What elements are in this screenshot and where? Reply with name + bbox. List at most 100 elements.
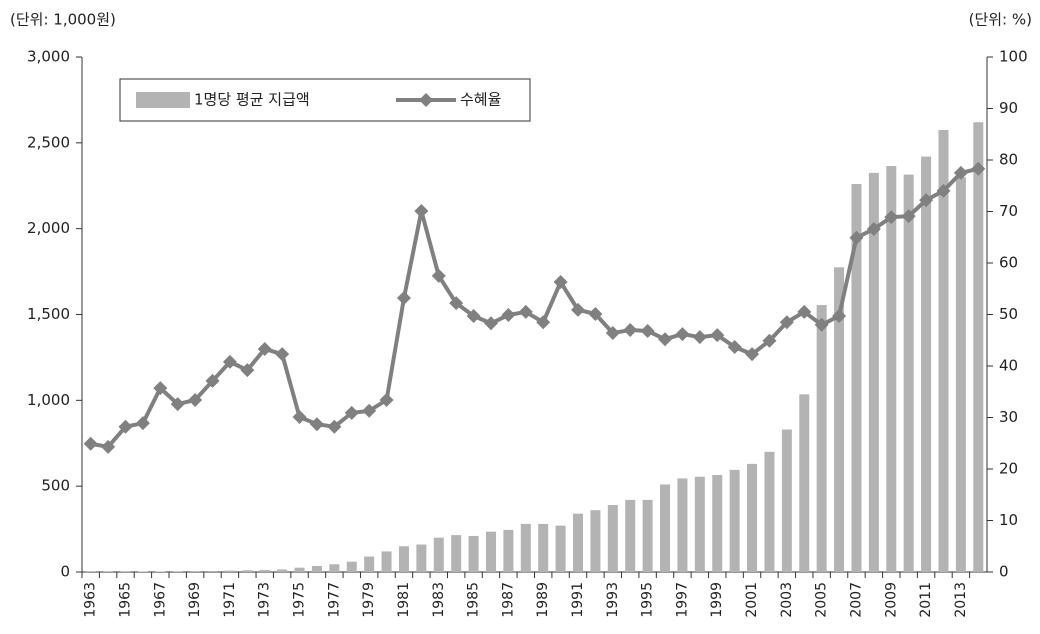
bar: [590, 510, 601, 572]
line-marker: [501, 308, 516, 323]
line-marker: [396, 291, 411, 306]
right-axis-unit: (단위: %): [969, 11, 1032, 29]
x-tick-label: 2005: [814, 582, 830, 618]
bar: [625, 499, 636, 572]
bar: [729, 469, 740, 572]
x-tick-label: 2011: [918, 582, 934, 618]
x-tick-label: 1967: [152, 582, 168, 618]
line-marker: [971, 161, 986, 176]
y2-tick-label: 0: [999, 563, 1009, 581]
bar: [781, 429, 792, 572]
line-marker: [884, 210, 899, 225]
x-tick-label: 1983: [431, 582, 447, 618]
bar: [573, 513, 584, 572]
line-marker: [483, 316, 498, 331]
line-marker: [449, 296, 464, 311]
bar: [799, 394, 810, 572]
x-tick-label: 1969: [187, 582, 203, 618]
y2-tick-label: 50: [999, 305, 1018, 323]
x-tick-label: 1985: [466, 582, 482, 618]
bar: [503, 529, 514, 572]
line-marker: [675, 327, 690, 342]
bar: [555, 525, 566, 572]
bar: [520, 523, 531, 572]
line-marker: [292, 409, 307, 424]
bar: [886, 166, 897, 572]
line-marker: [362, 403, 377, 418]
y2-tick-label: 100: [999, 48, 1028, 66]
x-tick-label: 1999: [709, 582, 725, 618]
line-marker: [101, 439, 116, 454]
bar: [660, 484, 671, 572]
bar: [468, 535, 479, 572]
bar: [277, 569, 288, 572]
line-marker: [727, 339, 742, 354]
bar: [137, 571, 148, 572]
bar: [451, 535, 462, 572]
y2-tick-label: 20: [999, 460, 1018, 478]
bar: [747, 463, 758, 572]
line-marker: [553, 275, 568, 290]
bar: [694, 476, 705, 572]
bar: [903, 174, 914, 572]
bar: [607, 505, 618, 572]
bar: [938, 129, 949, 573]
x-tick-label: 1971: [222, 582, 238, 618]
x-tick-label: 1993: [605, 582, 621, 618]
line-marker: [623, 322, 638, 337]
bar: [764, 451, 775, 572]
line-marker: [222, 354, 237, 369]
left-axis-unit: (단위: 1,000원): [10, 11, 116, 29]
x-tick-label: 1997: [674, 582, 690, 618]
line-marker: [118, 419, 133, 434]
bar: [433, 537, 444, 572]
line-marker: [83, 436, 98, 451]
line-marker: [205, 373, 220, 388]
bar: [242, 570, 253, 572]
legend-box: [119, 78, 531, 122]
line-marker: [936, 183, 951, 198]
y-tick-label: 0: [60, 563, 70, 581]
y2-tick-label: 70: [999, 202, 1018, 220]
x-tick-label: 2013: [953, 582, 969, 618]
line-marker: [240, 363, 255, 378]
x-tick-label: 1965: [118, 582, 134, 618]
line-marker: [710, 328, 725, 343]
bar: [398, 546, 409, 572]
y2-tick-label: 40: [999, 357, 1018, 375]
line-marker: [344, 405, 359, 420]
bar: [816, 305, 827, 572]
x-tick-label: 1991: [570, 582, 586, 618]
y2-tick-label: 60: [999, 254, 1018, 272]
bar: [955, 177, 966, 572]
bar: [712, 475, 723, 572]
bar: [416, 544, 427, 572]
bar: [381, 551, 392, 572]
bar: [190, 571, 201, 572]
legend-marker: [419, 93, 433, 107]
bar: [311, 565, 322, 572]
y2-tick-label: 30: [999, 408, 1018, 426]
line-marker: [953, 165, 968, 180]
line-marker: [379, 392, 394, 407]
bar: [973, 122, 984, 572]
legend-bar-swatch: [136, 92, 190, 108]
line-marker: [797, 304, 812, 319]
x-tick-label: 1977: [326, 582, 342, 618]
line-marker: [762, 333, 777, 348]
line-marker: [588, 306, 603, 321]
x-tick-label: 2007: [848, 582, 864, 618]
line-marker: [536, 315, 551, 330]
x-tick-label: 1989: [535, 582, 551, 618]
line-marker: [153, 381, 168, 396]
x-tick-label: 1979: [361, 582, 377, 618]
bar: [921, 156, 932, 573]
bar: [485, 531, 496, 572]
x-tick-label: 1995: [640, 582, 656, 618]
line-marker: [414, 203, 429, 218]
line-marker: [466, 309, 481, 324]
bar: [851, 184, 862, 573]
line-marker: [188, 392, 203, 407]
bar: [207, 570, 218, 572]
legend-label: 1명당 평균 지급액: [194, 91, 310, 109]
